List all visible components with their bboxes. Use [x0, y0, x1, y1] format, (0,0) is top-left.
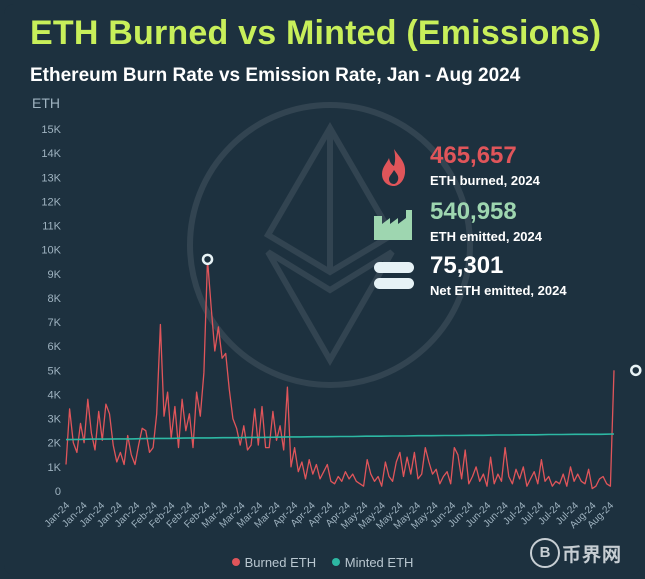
stat-burned-label: ETH burned, 2024 — [430, 173, 540, 188]
chart-subtitle: Ethereum Burn Rate vs Emission Rate, Jan… — [30, 65, 521, 86]
y-axis-ticks: 0 1K 2K 3K 4K 5K 6K 7K 8K 9K 10K 11K 12K 13K 14K 15K — [41, 124, 61, 498]
stat-net-label: Net ETH emitted, 2024 — [430, 283, 567, 298]
site-watermark: B 币界网 — [530, 538, 640, 568]
legend-burned-dot — [231, 558, 240, 566]
legend-item-burned[interactable]: Burned ETH — [231, 555, 317, 570]
legend-burned-label: Burned ETH — [244, 555, 317, 570]
ethereum-logo-watermark — [187, 102, 473, 388]
y-tick-label: 3K — [48, 414, 62, 426]
y-tick-label: 11K — [42, 221, 61, 233]
y-tick-label: 15K — [41, 124, 61, 136]
stat-net-value: 75,301 — [430, 252, 504, 279]
factory-icon — [374, 210, 412, 240]
y-tick-label: 1K — [48, 462, 62, 474]
y-tick-label: 0 — [55, 486, 61, 498]
stat-burned-value: 465,657 — [430, 142, 517, 169]
series-line-minted — [65, 433, 615, 441]
series-line-burned — [65, 258, 615, 490]
x-axis-ticks: Jan-24Jan-24Jan-24Jan-24Jan-24Feb-24Feb-… — [43, 500, 617, 532]
y-tick-label: 12K — [41, 196, 61, 208]
equals-icon — [374, 262, 414, 289]
y-axis-unit-label: ETH — [32, 95, 60, 111]
y-tick-label: 10K — [41, 245, 61, 257]
y-tick-label: 2K — [48, 438, 62, 450]
legend-minted-label: Minted ETH — [344, 555, 414, 570]
stat-emitted-value: 540,958 — [430, 198, 517, 225]
coin-logo-icon: B — [530, 538, 560, 568]
chart-legend: Burned ETH Minted ETH — [0, 555, 645, 570]
legend-item-minted[interactable]: Minted ETH — [331, 555, 414, 570]
y-tick-label: 13K — [41, 172, 61, 184]
y-tick-label: 5K — [48, 365, 62, 377]
fire-icon — [382, 149, 406, 186]
legend-minted-dot — [331, 558, 340, 566]
highlight-point[interactable] — [630, 364, 642, 377]
y-tick-label: 4K — [48, 389, 62, 401]
page-title: ETH Burned vs Minted (Emissions) — [30, 14, 602, 52]
y-tick-label: 9K — [48, 269, 62, 281]
y-tick-label: 6K — [48, 341, 62, 353]
y-tick-label: 7K — [48, 317, 62, 329]
highlight-point[interactable] — [201, 253, 214, 266]
watermark-text: 币界网 — [562, 545, 623, 566]
chart-card — [4, 4, 641, 575]
stat-emitted-label: ETH emitted, 2024 — [430, 229, 542, 244]
y-tick-label: 8K — [48, 293, 62, 305]
chart-series — [65, 253, 642, 490]
y-tick-label: 14K — [41, 148, 61, 160]
